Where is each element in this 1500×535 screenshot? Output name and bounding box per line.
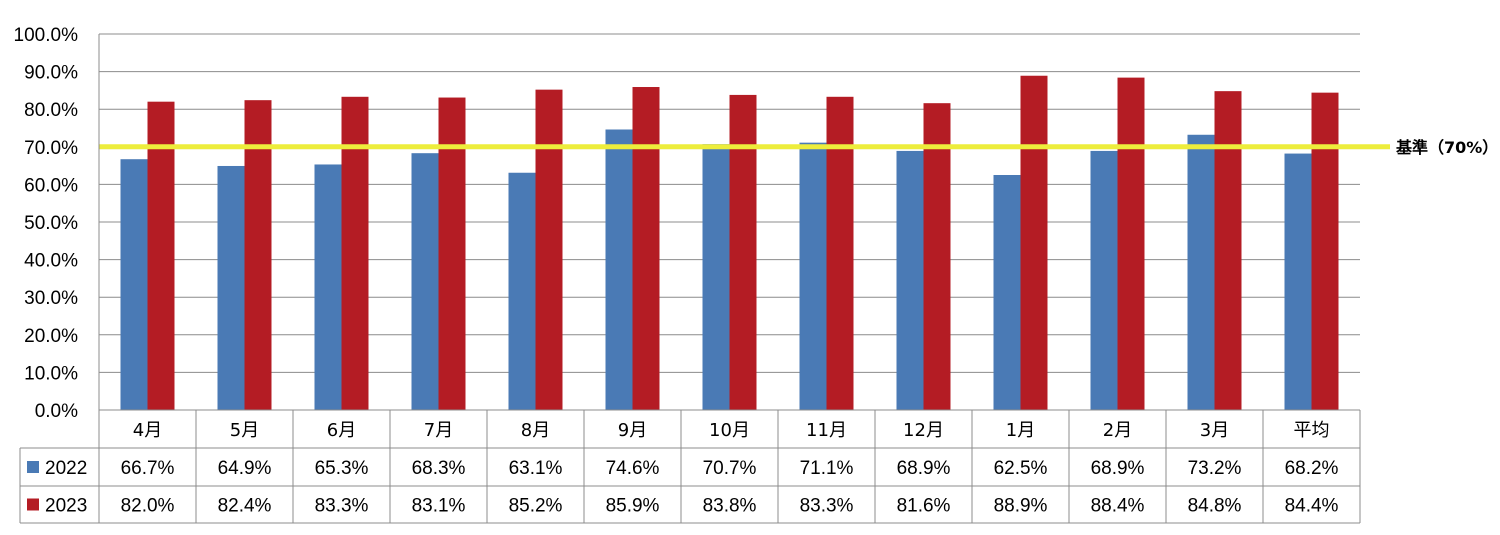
data-label-2022: 68.9% <box>1091 458 1145 479</box>
category-label: 3月 <box>1200 420 1229 441</box>
data-label-2023: 88.4% <box>1091 496 1145 517</box>
category-label: 11月 <box>806 420 847 441</box>
category-label: 10月 <box>709 420 750 441</box>
bar-2023-3 <box>341 96 369 411</box>
bar-2023-5 <box>535 89 563 410</box>
bar-2023-8 <box>826 96 854 411</box>
bar-2022-11 <box>1090 150 1118 410</box>
data-label-2023: 82.4% <box>218 496 272 517</box>
bar-2023-6 <box>632 87 660 411</box>
bar-2022-6 <box>605 129 633 410</box>
y-tick-label: 50.0% <box>24 213 78 234</box>
y-tick-label: 90.0% <box>24 63 78 84</box>
bar-2023-11 <box>1117 77 1145 410</box>
bar-2023-9 <box>923 103 951 411</box>
bar-2023-13 <box>1311 92 1339 410</box>
y-tick-label: 40.0% <box>24 251 78 272</box>
data-label-2023: 81.6% <box>897 496 951 517</box>
bar-2022-1 <box>120 159 148 410</box>
data-label-2022: 71.1% <box>800 458 854 479</box>
category-label: 6月 <box>327 420 356 441</box>
reference-line-group: 基準（70%） <box>99 138 1498 157</box>
category-label: 7月 <box>424 420 453 441</box>
y-tick-label: 80.0% <box>24 100 78 121</box>
data-label-2022: 62.5% <box>994 458 1048 479</box>
bar-2022-10 <box>993 175 1021 410</box>
axes <box>98 34 1360 411</box>
data-label-2023: 83.3% <box>315 496 369 517</box>
data-label-2023: 85.9% <box>606 496 660 517</box>
bar-2022-2 <box>217 165 245 410</box>
data-label-2023: 84.8% <box>1188 496 1242 517</box>
bar-2022-12 <box>1187 134 1215 410</box>
data-label-2022: 68.9% <box>897 458 951 479</box>
y-tick-label: 100.0% <box>14 25 79 46</box>
bar-2022-9 <box>896 150 924 410</box>
bar-2022-8 <box>799 142 827 410</box>
y-tick-label: 30.0% <box>24 288 78 309</box>
data-label-2023: 83.8% <box>703 496 757 517</box>
legend-label-2022: 2022 <box>45 458 87 479</box>
data-label-2023: 83.1% <box>412 496 466 517</box>
bar-2022-5 <box>508 172 536 410</box>
bar-2022-3 <box>314 164 342 410</box>
data-label-2022: 64.9% <box>218 458 272 479</box>
category-label: 4月 <box>133 420 162 441</box>
data-label-2023: 88.9% <box>994 496 1048 517</box>
bar-2023-2 <box>244 100 272 411</box>
data-label-2022: 74.6% <box>606 458 660 479</box>
data-label-2022: 63.1% <box>509 458 563 479</box>
data-label-2022: 68.2% <box>1285 458 1339 479</box>
category-label: 9月 <box>618 420 647 441</box>
bar-2023-12 <box>1214 91 1242 410</box>
category-label: 1月 <box>1006 420 1035 441</box>
data-label-2023: 82.0% <box>121 496 175 517</box>
data-label-2023: 84.4% <box>1285 496 1339 517</box>
category-label: 平均 <box>1294 420 1330 441</box>
reference-line-label: 基準（70%） <box>1395 138 1498 157</box>
y-tick-label: 20.0% <box>24 326 78 347</box>
data-table: 4月 5月 6月 7月 8月 9月 10月 11月 12月 1月 2月 3月 平均 2022 66.7% 64… <box>19 410 1361 524</box>
y-tick-label: 10.0% <box>24 363 78 384</box>
bars <box>120 75 1339 411</box>
bar-2022-7 <box>702 144 730 410</box>
legend-label-2023: 2023 <box>45 496 87 517</box>
legend-swatch-2023 <box>27 498 39 511</box>
bar-2023-10 <box>1020 75 1048 411</box>
bar-2023-4 <box>438 97 466 410</box>
category-label: 2月 <box>1103 420 1132 441</box>
category-label: 8月 <box>521 420 550 441</box>
bar-2023-7 <box>729 94 757 411</box>
y-tick-label: 0.0% <box>35 401 78 422</box>
category-label: 5月 <box>230 420 259 441</box>
y-tick-label: 70.0% <box>24 138 78 159</box>
bar-2023-1 <box>147 101 175 411</box>
y-tick-label: 60.0% <box>24 175 78 196</box>
bar-2022-4 <box>411 153 439 410</box>
category-label: 12月 <box>903 420 944 441</box>
legend-swatch-2022 <box>27 461 39 473</box>
data-label-2022: 70.7% <box>703 458 757 479</box>
data-label-2022: 66.7% <box>121 458 175 479</box>
data-label-2023: 83.3% <box>800 496 854 517</box>
y-axis-ticks: 0.0% 10.0% 20.0% 30.0% 40.0% 50.0% 60.0% 70.0% 8… <box>14 25 79 422</box>
bar-2022-13 <box>1284 153 1312 410</box>
data-label-2022: 68.3% <box>412 458 466 479</box>
data-label-2023: 85.2% <box>509 496 563 517</box>
data-label-2022: 73.2% <box>1188 458 1242 479</box>
data-label-2022: 65.3% <box>315 458 369 479</box>
